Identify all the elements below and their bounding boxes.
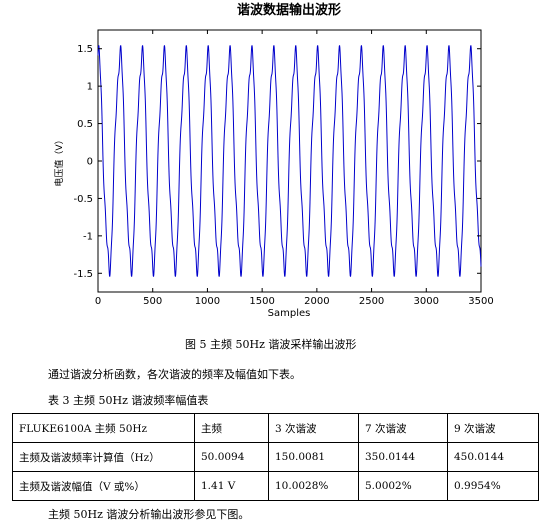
table-cell: 9 次谐波 xyxy=(447,413,539,443)
table-row: 主频及谐波幅值（V 或%） 1.41 V 10.0028% 5.0002% 0.… xyxy=(12,471,539,501)
table-cell: 主频 xyxy=(194,413,269,443)
table-cell: 150.0081 xyxy=(268,442,359,472)
y-tick-label: 1 xyxy=(87,82,93,93)
table-cell: 1.41 V xyxy=(194,471,269,501)
y-axis-ticks: 1.5 1 0.5 0 -0.5 -1 -1.5 xyxy=(73,44,481,280)
x-axis-ticks: 0 500 1000 1500 2000 2500 3000 3500 xyxy=(95,30,494,307)
x-tick-label: 0 xyxy=(95,296,101,307)
table-cell: 3 次谐波 xyxy=(268,413,359,443)
table-cell: 7 次谐波 xyxy=(358,413,448,443)
y-tick-label: 0 xyxy=(87,157,93,168)
table-caption: 表 3 主频 50Hz 谐波频率幅值表 xyxy=(48,394,209,407)
y-axis-label: 电压值（V） xyxy=(53,135,65,186)
figure-caption: 图 5 主频 50Hz 谐波采样输出波形 xyxy=(185,338,357,351)
waveform-line xyxy=(97,45,482,277)
y-tick-label: 0.5 xyxy=(77,119,93,130)
waveform-chart: 谐波数据输出波形 0 500 1000 1500 2000 2500 3000 3500 1.… xyxy=(53,2,494,319)
y-tick-label: -1.5 xyxy=(73,269,93,280)
harmonic-table: FLUKE6100A 主频 50Hz 主频 3 次谐波 7 次谐波 9 次谐波 … xyxy=(12,413,539,501)
y-tick-label: -1 xyxy=(83,231,93,242)
table-cell: 450.0144 xyxy=(447,442,539,472)
table-cell: 0.9954% xyxy=(447,471,539,501)
chart-title: 谐波数据输出波形 xyxy=(237,2,341,18)
y-tick-label: 1.5 xyxy=(77,44,93,55)
x-tick-label: 1500 xyxy=(249,296,274,307)
x-tick-label: 1000 xyxy=(195,296,220,307)
table-cell: FLUKE6100A 主频 50Hz xyxy=(12,413,195,443)
table-cell: 10.0028% xyxy=(268,471,359,501)
table-cell: 主频及谐波幅值（V 或%） xyxy=(12,471,195,501)
table-cell: 5.0002% xyxy=(358,471,448,501)
x-tick-label: 3000 xyxy=(414,296,439,307)
x-tick-label: 2000 xyxy=(304,296,329,307)
table-header-row: FLUKE6100A 主频 50Hz 主频 3 次谐波 7 次谐波 9 次谐波 xyxy=(12,413,539,443)
x-tick-label: 500 xyxy=(143,296,162,307)
x-tick-label: 3500 xyxy=(468,296,493,307)
table-cell: 50.0094 xyxy=(194,442,269,472)
table-cell: 350.0144 xyxy=(358,442,448,472)
x-axis-label: Samples xyxy=(268,308,311,319)
paragraph-footer: 主频 50Hz 谐波分析输出波形参见下图。 xyxy=(48,508,250,521)
x-tick-label: 2500 xyxy=(359,296,384,307)
table-row: 主频及谐波频率计算值（Hz） 50.0094 150.0081 350.0144… xyxy=(12,442,539,472)
paragraph-intro: 通过谐波分析函数，各次谐波的频率及幅值如下表。 xyxy=(48,368,301,381)
table-cell: 主频及谐波频率计算值（Hz） xyxy=(12,442,195,472)
y-tick-label: -0.5 xyxy=(73,194,93,205)
